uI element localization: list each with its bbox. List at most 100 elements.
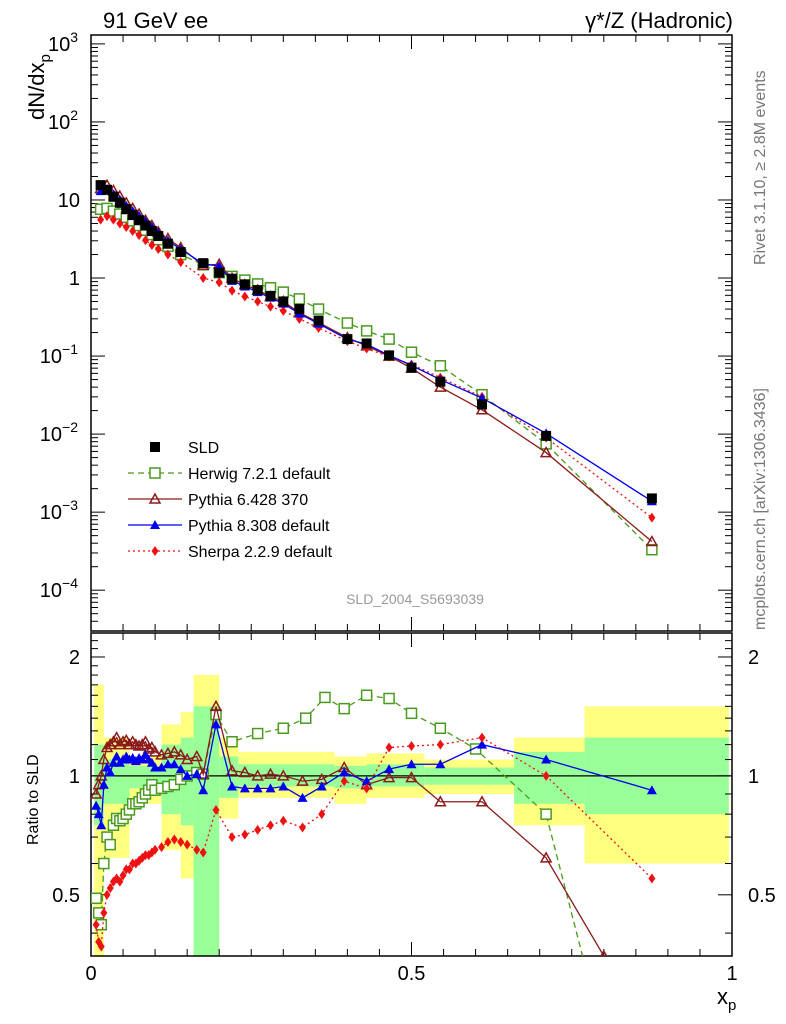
y-tick-label: 10−3 [40,497,78,524]
pythia-8-308-default-ratio-point [210,719,221,729]
sld-point [121,204,132,215]
sherpa-2-2-9-default-ratio-point [97,941,105,952]
pythia-6-428-370-ratio-point [196,767,210,779]
herwig-7-2-1-default-point [434,360,447,372]
herwig-7-2-1-default-ratio-point [469,743,482,755]
sherpa-2-2-9-default-ratio-point [228,832,236,843]
y-tick-label: 10−1 [40,341,78,368]
sld-point [108,191,119,202]
sld-point [175,247,186,258]
pythia-6-428-370-ratio-point [434,795,447,807]
herwig-7-2-1-default-ratio-point [434,722,447,735]
herwig-7-2-1-default-ratio-point [251,727,264,740]
pythia-8-308-default-ratio-point [93,809,104,819]
mcplots-source-label: mcplots.cern.ch [arXiv:1306.3436] [752,388,769,630]
herwig-7-2-1-default-point [383,333,395,345]
rivet-version-label: Rivet 3.1.10, ≥ 2.8M events [752,70,769,265]
pythia-6-428-370-ratio-point [251,769,264,781]
pythia-8-308-default-ratio-point [406,759,417,769]
herwig-7-2-1-default-ratio-line [95,694,584,956]
pythia-8-308-default-ratio-point [198,785,209,795]
sherpa-2-2-9-default-ratio-point [199,847,207,858]
pythia-6-428-370-ratio-point [180,752,194,765]
sherpa-2-2-9-default-point [97,214,105,225]
sherpa-2-2-9-default-ratio-point [177,837,185,848]
sherpa-2-2-9-default-ratio-point [478,732,486,743]
sherpa-2-2-9-default-ratio-point [193,844,201,855]
sherpa-2-2-9-default-point [154,244,162,255]
pythia-6-428-370-line [100,184,653,543]
upper-y-axis-label: dN/dxp [24,54,54,120]
herwig-7-2-1-default-ratio-point [592,1009,602,1019]
main-axis-ticks: 10−4 10−3 10−2 10−1 1 10 102 103 [40,29,733,632]
sld-point [214,267,225,278]
sld-point [127,210,138,221]
y-tick-label: 10−2 [40,419,78,446]
herwig-7-2-1-default-ratio-point [98,857,110,870]
sherpa-2-2-9-default-point [109,214,117,225]
y-tick-label: 10−4 [40,575,78,602]
sherpa-2-2-9-default-ratio-point [299,822,307,833]
legend-marker-pythia-8-308-default [150,520,160,529]
sld-point [435,376,446,387]
ratio-axis-ticks: 0 0.5 1 0.5 0.5 1 1 2 2 [52,633,776,985]
sherpa-2-2-9-default-point [215,277,223,288]
sld-point [541,430,552,441]
pythia-8-308-default-ratio-point [105,767,116,777]
legend-label-herwig-7-2-1-default: Herwig 7.2.1 default [188,466,331,483]
pythia-6-428-370-ratio-point [168,745,181,757]
sld-point [294,304,305,315]
sherpa-2-2-9-default-ratio-point [212,804,220,815]
herwig-7-2-1-default-ratio-point [540,808,552,820]
herwig-7-2-1-default-point [646,543,658,556]
sherpa-2-2-9-default-ratio-point [254,824,262,835]
legend-label-pythia-8-308-default: Pythia 8.308 default [188,518,330,535]
sherpa-2-2-9-default-point [148,239,156,250]
legend: SLD Herwig 7.2.1 default Pythia 6.428 370 P… [128,440,333,561]
ratio-y-tick-label-right: 2 [748,647,759,669]
sherpa-2-2-9-default-ratio-point [183,839,191,850]
pythia-8-308-default-ratio-point [169,759,180,769]
sherpa-2-2-9-default-ratio-point [318,809,326,820]
sherpa-2-2-9-default-point [164,249,172,260]
pythia-8-308-default-ratio-point [435,759,446,769]
pythia-8-308-default-ratio-point [108,757,119,767]
pythia-8-308-default-ratio-point [156,762,167,772]
pythia-6-428-370-ratio-point [190,749,204,762]
pythia-8-308-default-ratio-point [239,783,250,793]
sherpa-2-2-9-default-point [266,301,274,312]
sherpa-2-2-9-default-ratio-point [408,741,415,752]
legend-marker-pythia-6-428-370 [148,492,162,504]
x-tick-label: 0 [85,963,96,985]
herwig-7-2-1-default-ratio-point [277,722,290,735]
herwig-7-2-1-default-ratio-point [299,712,312,724]
energy-title: 91 GeV ee [103,8,208,33]
pythia-6-428-370-ratio-point [129,738,143,750]
pythia-6-428-370-ratio-point [405,771,418,783]
ratio-y-tick-label: 0.5 [52,885,80,907]
legend-marker-sherpa-2-2-9-default [151,546,159,556]
pythia-8-308-default-ratio-point [541,754,552,764]
pythia-8-308-default-ratio-point [191,769,202,779]
pythia-8-308-default-ratio-point [384,764,395,774]
sherpa-2-2-9-default-ratio-point [648,873,656,884]
legend-label-sld: SLD [188,440,219,457]
sherpa-2-2-9-default-point [116,218,124,229]
sherpa-2-2-9-default-point [103,211,111,222]
pythia-6-428-370-ratio-point [139,735,152,747]
pythia-6-428-370-ratio-point [475,795,489,807]
pythia-6-428-370-ratio-point [116,735,130,747]
sherpa-2-2-9-default-point [228,285,236,296]
pythia-8-308-default-ratio-point [646,785,657,795]
legend-marker-sld [150,442,160,452]
sld-point [646,493,657,504]
band-green [219,756,239,798]
sherpa-2-2-9-default-point [254,296,262,307]
sherpa-2-2-9-default-ratio-point [103,889,111,900]
sherpa-2-2-9-default-ratio-point [363,783,371,794]
sherpa-2-2-9-default-point [199,273,207,284]
pythia-6-428-370-ratio-point [100,740,114,753]
herwig-7-2-1-default-point [405,346,418,358]
pythia-8-308-default-ratio-point [477,739,488,749]
band-green [514,751,585,804]
